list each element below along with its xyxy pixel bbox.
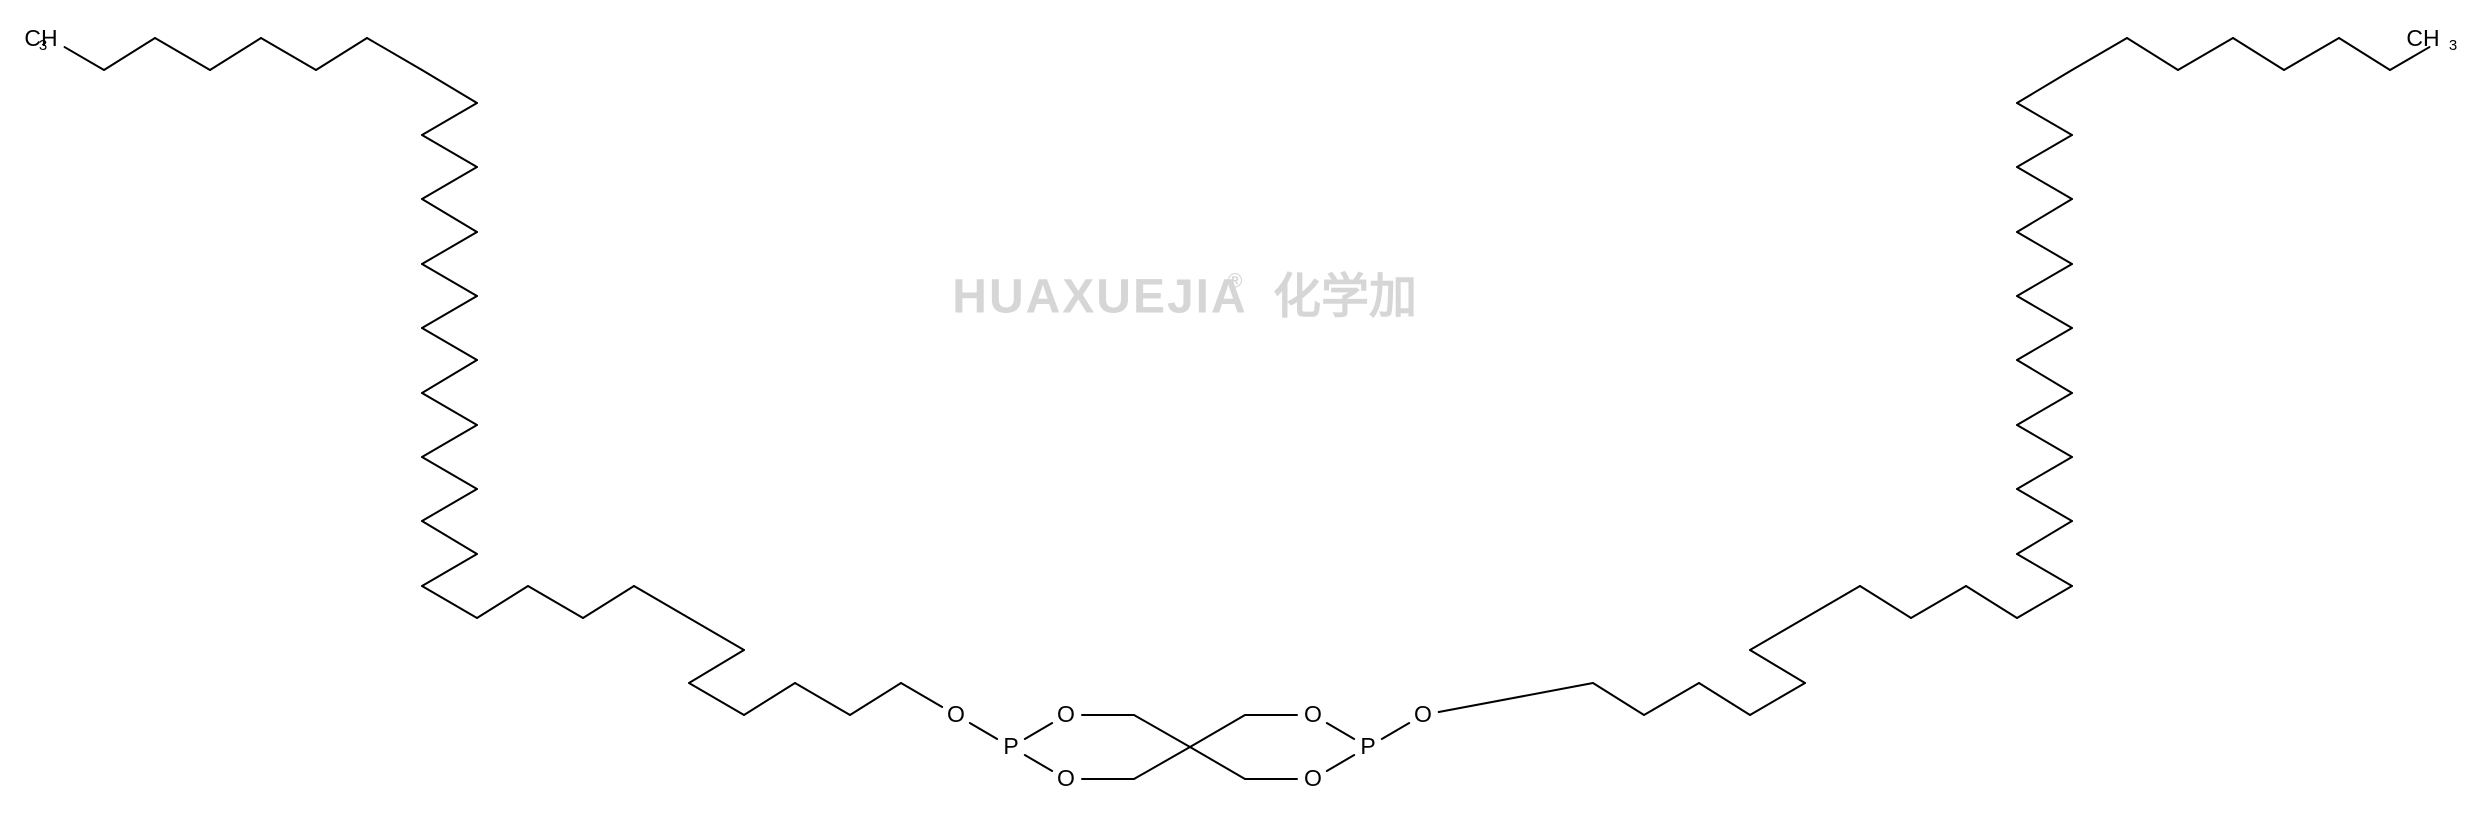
molecule-canvas: HUAXUEJIA®化学加OPOOOOPOCH3CH3 bbox=[0, 0, 2489, 839]
left-chain-bond bbox=[210, 38, 261, 70]
P-O-right bbox=[1382, 723, 1409, 739]
left-chain-bond bbox=[261, 38, 316, 70]
left-chain-bond bbox=[477, 586, 528, 618]
right-chain-bond bbox=[1911, 586, 1966, 618]
right-chain-bond bbox=[1805, 586, 1860, 618]
left-chain-bond bbox=[850, 683, 901, 715]
left-chain-bond bbox=[104, 38, 155, 70]
left-chain-bond bbox=[422, 103, 477, 135]
left-chain-bond bbox=[422, 521, 477, 554]
left-chain-bond bbox=[795, 683, 850, 715]
left-chain-bond bbox=[689, 618, 744, 650]
left-chain-bond bbox=[422, 232, 477, 264]
left-chain-bond bbox=[583, 586, 634, 618]
left-chain-bond bbox=[744, 683, 795, 715]
left-chain-bond bbox=[316, 38, 367, 70]
right-chain-bond bbox=[2178, 38, 2233, 70]
P-left: P bbox=[1003, 733, 1018, 759]
O-ring-right-top: O bbox=[1304, 701, 1322, 727]
left-chain-bond bbox=[422, 199, 477, 232]
O-exocyclic-right: O bbox=[1414, 701, 1432, 727]
O-P-rt bbox=[1327, 723, 1354, 739]
left-chain-bond bbox=[422, 328, 477, 360]
spiro-C-rt bbox=[1190, 715, 1245, 747]
right-chain-bond bbox=[2017, 521, 2072, 554]
left-chain-bond bbox=[65, 47, 104, 70]
O-ring-left-bot: O bbox=[1057, 765, 1075, 791]
right-chain-bond bbox=[2017, 586, 2072, 618]
right-chain-bond bbox=[2017, 425, 2072, 457]
right-chain-bond bbox=[1593, 683, 1644, 715]
right-chain-bond bbox=[2017, 360, 2072, 393]
ch3-right: CH 3 bbox=[2406, 25, 2457, 54]
right-chain-bond bbox=[1644, 683, 1699, 715]
watermark-latin: HUAXUEJIA bbox=[952, 271, 1247, 324]
O-P-rb bbox=[1327, 755, 1354, 771]
left-chain-bond bbox=[422, 135, 477, 167]
O-ring-right-bot: O bbox=[1304, 765, 1322, 791]
left-chain-bond bbox=[689, 683, 744, 715]
spiro-C-rb bbox=[1190, 747, 1245, 779]
O-P-left bbox=[970, 723, 997, 739]
right-chain-bond bbox=[2017, 393, 2072, 425]
left-chain-bond bbox=[422, 360, 477, 393]
left-chain-bond bbox=[155, 38, 210, 70]
right-chain-bond bbox=[2233, 38, 2284, 70]
svg-text:3: 3 bbox=[2449, 37, 2457, 54]
C-spiro-lt bbox=[1134, 715, 1190, 747]
left-chain-bond bbox=[422, 586, 477, 618]
ch3-left: CH3 bbox=[24, 25, 57, 54]
left-chain-bond bbox=[422, 457, 477, 489]
left-chain-bond bbox=[528, 586, 583, 618]
left-chain-bond bbox=[689, 650, 744, 683]
P-right: P bbox=[1360, 733, 1375, 759]
left-chain-bond bbox=[422, 296, 477, 328]
left-chain-bond bbox=[422, 167, 477, 199]
right-chain-bond bbox=[1860, 586, 1911, 618]
right-chain-bond bbox=[2339, 38, 2390, 70]
left-chain-bond bbox=[422, 554, 477, 586]
right-chain-bond bbox=[1750, 618, 1805, 650]
right-chain-bond bbox=[1966, 586, 2017, 618]
right-chain-bond bbox=[2017, 489, 2072, 521]
left-chain-to-O bbox=[901, 683, 942, 707]
right-chain-bond bbox=[2017, 232, 2072, 264]
left-chain-bond bbox=[422, 489, 477, 521]
left-chain-bond bbox=[367, 38, 422, 70]
left-chain-bond bbox=[422, 425, 477, 457]
watermark-cjk: 化学加 bbox=[1273, 271, 1417, 324]
left-chain-bond bbox=[634, 586, 689, 618]
right-chain-bond bbox=[2017, 296, 2072, 328]
right-chain-bond bbox=[2017, 328, 2072, 360]
right-chain-bond bbox=[1699, 683, 1750, 715]
right-chain-bond bbox=[2017, 554, 2072, 586]
O-ring-left-top: O bbox=[1057, 701, 1075, 727]
right-chain-bond bbox=[2072, 38, 2127, 70]
right-chain-bond bbox=[2017, 135, 2072, 167]
left-chain-bond bbox=[422, 70, 477, 103]
left-chain-bond bbox=[422, 393, 477, 425]
right-chain-to-O bbox=[1439, 683, 1593, 712]
left-chain-bond bbox=[422, 264, 477, 296]
right-chain-bond bbox=[2127, 38, 2178, 70]
right-chain-bond bbox=[2017, 70, 2072, 103]
right-chain-bond bbox=[2017, 167, 2072, 199]
right-chain-bond bbox=[1750, 683, 1805, 715]
watermark-reg: ® bbox=[1228, 270, 1243, 292]
P-O-lb bbox=[1025, 755, 1052, 771]
O-exocyclic-left: O bbox=[947, 701, 965, 727]
P-O-lt bbox=[1025, 723, 1052, 739]
right-chain-bond bbox=[2017, 199, 2072, 232]
right-chain-bond bbox=[2017, 103, 2072, 135]
right-chain-bond bbox=[2017, 264, 2072, 296]
right-chain-bond bbox=[2284, 38, 2339, 70]
svg-text:3: 3 bbox=[39, 37, 47, 54]
right-chain-bond bbox=[1750, 650, 1805, 683]
C-spiro-lb bbox=[1134, 747, 1190, 779]
svg-text:CH: CH bbox=[2406, 25, 2439, 51]
right-chain-bond bbox=[2017, 457, 2072, 489]
